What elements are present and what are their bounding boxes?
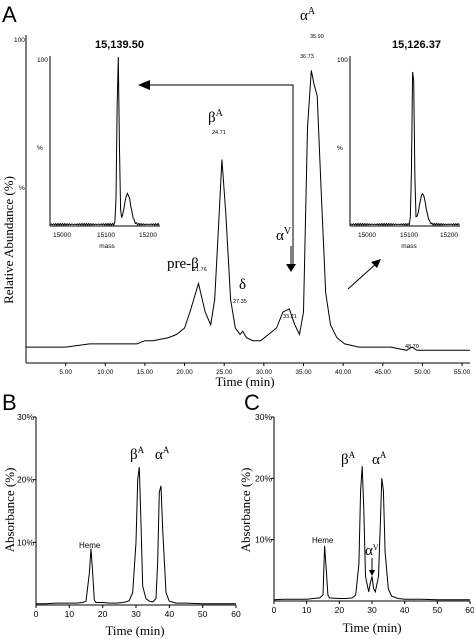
panel-c-ylabel: Absorbance (%) [238, 468, 253, 553]
inset-right-ytick-pct: % [337, 145, 343, 152]
panel-b-ytick-label: 20% [17, 475, 34, 485]
panel-c-xtick-label: 10 [302, 605, 312, 615]
panel-a-xlabel: Time (min) [215, 374, 274, 389]
panel-b-trace [36, 467, 236, 604]
inset-left-xlabel: mass [99, 243, 115, 250]
inset-right-title: 15,126.37 [392, 39, 441, 51]
panel-b-ticks: 0 10 20 30 40 50 60 10% 20% 30% [17, 412, 241, 619]
peak-num-33-21: 33.21 [283, 314, 297, 320]
panel-a-xtick-label: 45.00 [375, 369, 392, 376]
inset-right-xlabel: mass [401, 243, 417, 250]
panel-c-xlabel: Time (min) [342, 620, 401, 635]
peak-num-36-73: 36.73 [300, 54, 314, 60]
panel-b-xtick-label: 60 [231, 609, 241, 619]
panel-c-xtick-label: 30 [367, 605, 377, 615]
panel-a-xtick-label: 50.00 [414, 369, 431, 376]
panel-b-xtick-label: 10 [65, 609, 75, 619]
panel-c-ytick-label: 20% [255, 473, 272, 483]
peak-num-35-99: 35.99 [310, 34, 324, 40]
peak-num-24-71: 24.71 [212, 130, 226, 136]
panel-c-trace [274, 466, 470, 600]
panel-a-xtick-label: 5.00 [59, 369, 72, 376]
panel-c-xtick-label: 40 [400, 605, 410, 615]
panel-b-ytick-label: 30% [17, 412, 34, 422]
panel-c-ytick-label: 10% [255, 535, 272, 545]
peak-num-48-70: 48.70 [405, 344, 419, 350]
panel-a-xtick-label: 20.00 [176, 369, 193, 376]
panel-c-peak-alpha-a: αA [372, 450, 387, 468]
inset-left: 15,139.50 100 % 15000 15100 15200 mass [37, 39, 160, 250]
peak-num-27-35: 27.35 [233, 299, 247, 305]
panel-b-xtick-label: 20 [98, 609, 108, 619]
panel-a-xtick-label: 15.00 [137, 369, 154, 376]
peak-label-delta: δ [239, 277, 246, 293]
peak-label-beta-a: βA [208, 108, 224, 126]
inset-left-ytick-100: 100 [37, 57, 48, 64]
panel-a-xtick-label: 10.00 [97, 369, 114, 376]
arrow-down-alpha-v [286, 246, 296, 272]
panel-c-ytick-label: 30% [255, 412, 272, 422]
panel-a-xtick-label: 35.00 [295, 369, 312, 376]
inset-left-ytick-pct: % [37, 145, 43, 152]
panel-b-xtick-label: 50 [198, 609, 208, 619]
panel-a-xtick-label: 55.00 [454, 369, 471, 376]
panel-c-peak-heme: Heme [312, 536, 334, 545]
panel-b-xtick-label: 30 [131, 609, 141, 619]
inset-right: 15,126.37 100 % 15000 15100 15200 mass [337, 39, 460, 250]
panel-a-ytick-100: 100 [14, 37, 25, 44]
panel-b-peak-alpha-a: αA [155, 445, 170, 463]
panel-b-xtick-label: 0 [34, 609, 39, 619]
panel-c-xtick-label: 50 [433, 605, 443, 615]
panel-c-xtick-label: 0 [272, 605, 277, 615]
panel-c-xtick-label: 20 [335, 605, 345, 615]
panel-b-xlabel: Time (min) [105, 623, 164, 638]
panel-a-xtick-label: 40.00 [335, 369, 352, 376]
inset-left-xtick-15200: 15200 [139, 232, 157, 239]
inset-right-ytick-100: 100 [337, 57, 348, 64]
panel-c-ticks: 0 10 20 30 40 50 60 10% 20% 30% [255, 412, 474, 615]
panel-b-letter: B [2, 390, 17, 415]
panel-c-peak-beta-a: βA [341, 450, 356, 468]
panel-c-arrow-alpha-v [369, 558, 375, 576]
inset-left-title: 15,139.50 [95, 39, 144, 51]
panel-b-ylabel: Absorbance (%) [2, 468, 17, 553]
panel-c-peak-alpha-v: αV [365, 543, 379, 559]
panel-a-ytick-pct: % [19, 185, 25, 192]
panel-a-trace [26, 70, 470, 350]
arrow-to-right-inset [348, 259, 381, 289]
panel-a-letter: A [2, 2, 17, 27]
panel-b-peak-heme: Heme [79, 541, 101, 550]
inset-right-xtick-15200: 15200 [440, 232, 458, 239]
peak-num-21-76: 21.76 [193, 267, 207, 273]
inset-left-xtick-15100: 15100 [97, 232, 115, 239]
inset-left-xtick-15000: 15000 [53, 232, 71, 239]
panel-c-xtick-label: 60 [465, 605, 474, 615]
panel-b-xtick-label: 40 [165, 609, 175, 619]
inset-right-xtick-15100: 15100 [400, 232, 418, 239]
peak-label-alpha-v: αV [276, 226, 292, 244]
panel-b-peak-beta-a: βA [130, 445, 145, 463]
panel-b-ytick-label: 10% [17, 537, 34, 547]
peak-label-alpha-a: αA [300, 6, 316, 24]
inset-right-xtick-15000: 15000 [358, 232, 376, 239]
panel-a-ylabel: Relative Abundance (%) [1, 176, 16, 304]
